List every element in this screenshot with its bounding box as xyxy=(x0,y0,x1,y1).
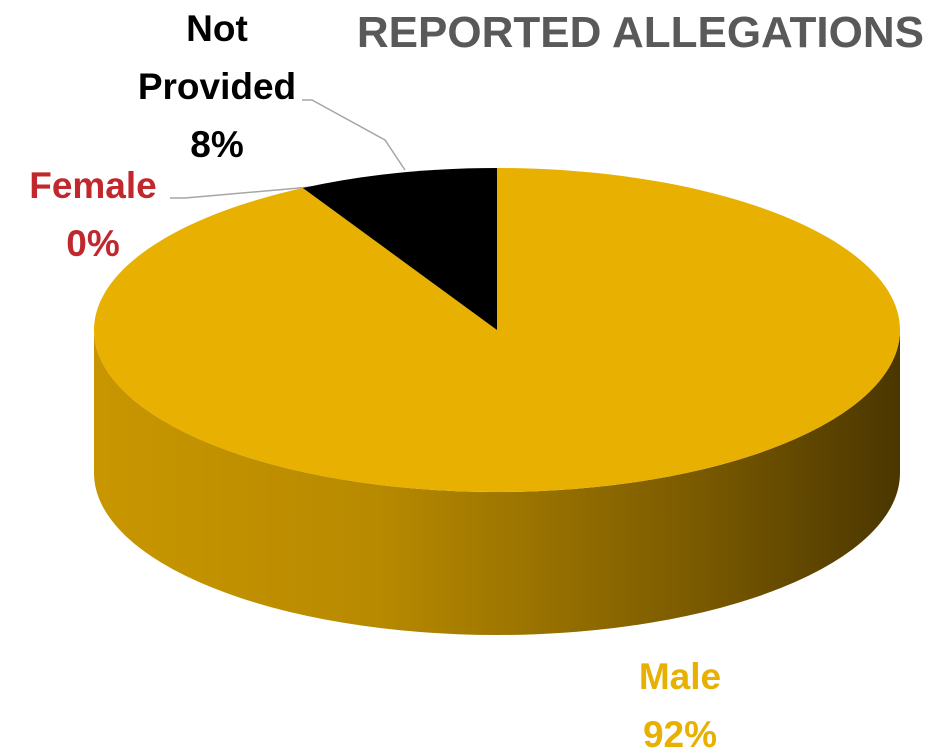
leader-line xyxy=(302,99,406,171)
slice-side xyxy=(94,330,900,635)
label-value: 0% xyxy=(66,223,120,264)
label-category: Male xyxy=(638,656,722,697)
chart-title: REPORTED ALLEGATIONS xyxy=(356,8,924,57)
data-label: Male 92% xyxy=(600,648,760,753)
label-value: 92% xyxy=(642,714,718,753)
label-category: Female xyxy=(29,165,157,206)
leader-line xyxy=(170,185,323,199)
slice xyxy=(94,168,901,492)
label-value: 8% xyxy=(190,124,244,165)
data-label: Not Provided 8% xyxy=(117,0,317,174)
data-label: Female 0% xyxy=(13,157,173,273)
slice xyxy=(302,168,497,330)
label-category: Not Provided xyxy=(137,8,297,107)
